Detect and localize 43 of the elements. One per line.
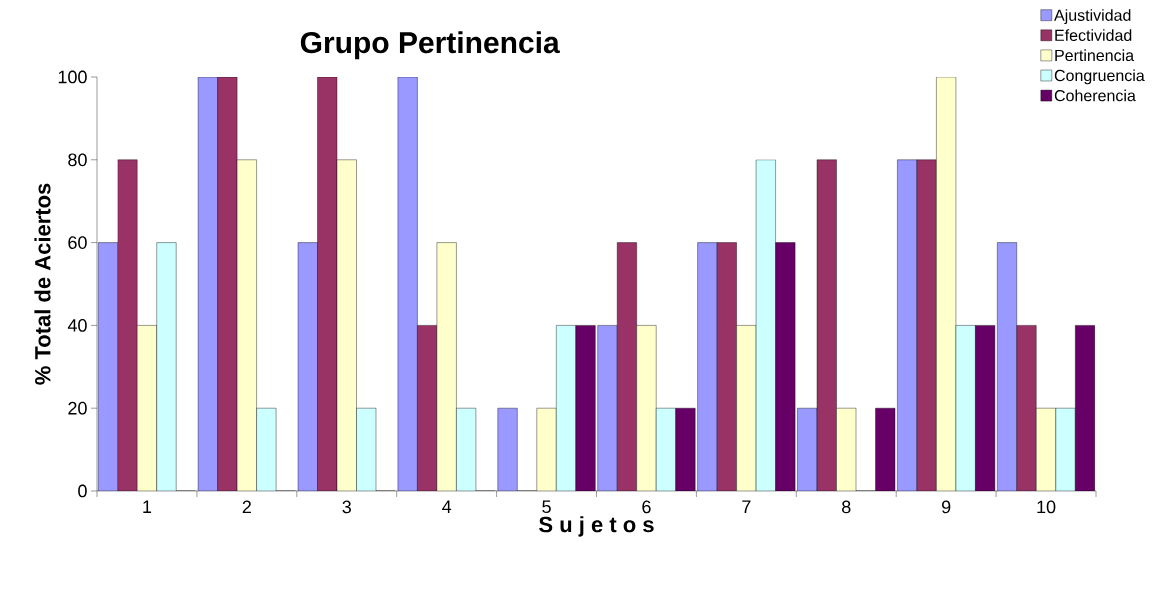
x-tick-label: 10 — [1037, 500, 1056, 514]
bar — [456, 408, 476, 491]
x-tick-label: 9 — [942, 500, 951, 514]
x-tick-label: 3 — [342, 500, 351, 514]
legend-label: Ajustividad — [1054, 9, 1131, 25]
bar — [955, 325, 976, 491]
x-tick-label: 2 — [242, 500, 251, 514]
x-tick-label: 5 — [542, 500, 551, 514]
bar — [656, 408, 676, 491]
bar — [337, 159, 357, 491]
bar — [156, 242, 177, 491]
y-tick-label: 80 — [68, 153, 87, 167]
x-tick-label: 8 — [842, 500, 851, 514]
legend-label: Pertinencia — [1055, 49, 1135, 62]
bar — [436, 242, 457, 491]
bar — [636, 325, 657, 491]
x-tick-label: 1 — [143, 500, 152, 513]
bar — [1036, 408, 1057, 491]
bar — [556, 325, 576, 491]
chart-title: Grupo Pertinencia — [300, 31, 560, 60]
x-axis-title: S u j e t o s — [539, 516, 654, 537]
bar — [256, 408, 277, 491]
y-tick-label: 40 — [67, 319, 87, 332]
bar — [536, 408, 557, 491]
y-tick-label: 20 — [68, 401, 87, 415]
bar — [237, 159, 257, 491]
bar — [756, 159, 776, 491]
bar — [137, 325, 157, 491]
legend-label: Coherencia — [1054, 89, 1136, 102]
x-tick-label: 7 — [742, 500, 751, 513]
legend-label: Congruencia — [1054, 69, 1145, 85]
bar — [1055, 408, 1076, 491]
bar — [836, 408, 857, 491]
bar — [736, 325, 757, 491]
bar — [356, 408, 376, 491]
legend-label: Efectividad — [1055, 29, 1132, 42]
x-tick-label: 4 — [442, 500, 452, 513]
y-axis-title: % Total de Aciertos — [34, 183, 51, 385]
y-tick-label: 60 — [68, 236, 87, 249]
bar — [936, 76, 956, 491]
x-tick-label: 6 — [642, 500, 651, 514]
y-tick-label: 100 — [58, 70, 87, 84]
y-tick-label: 0 — [78, 484, 87, 498]
